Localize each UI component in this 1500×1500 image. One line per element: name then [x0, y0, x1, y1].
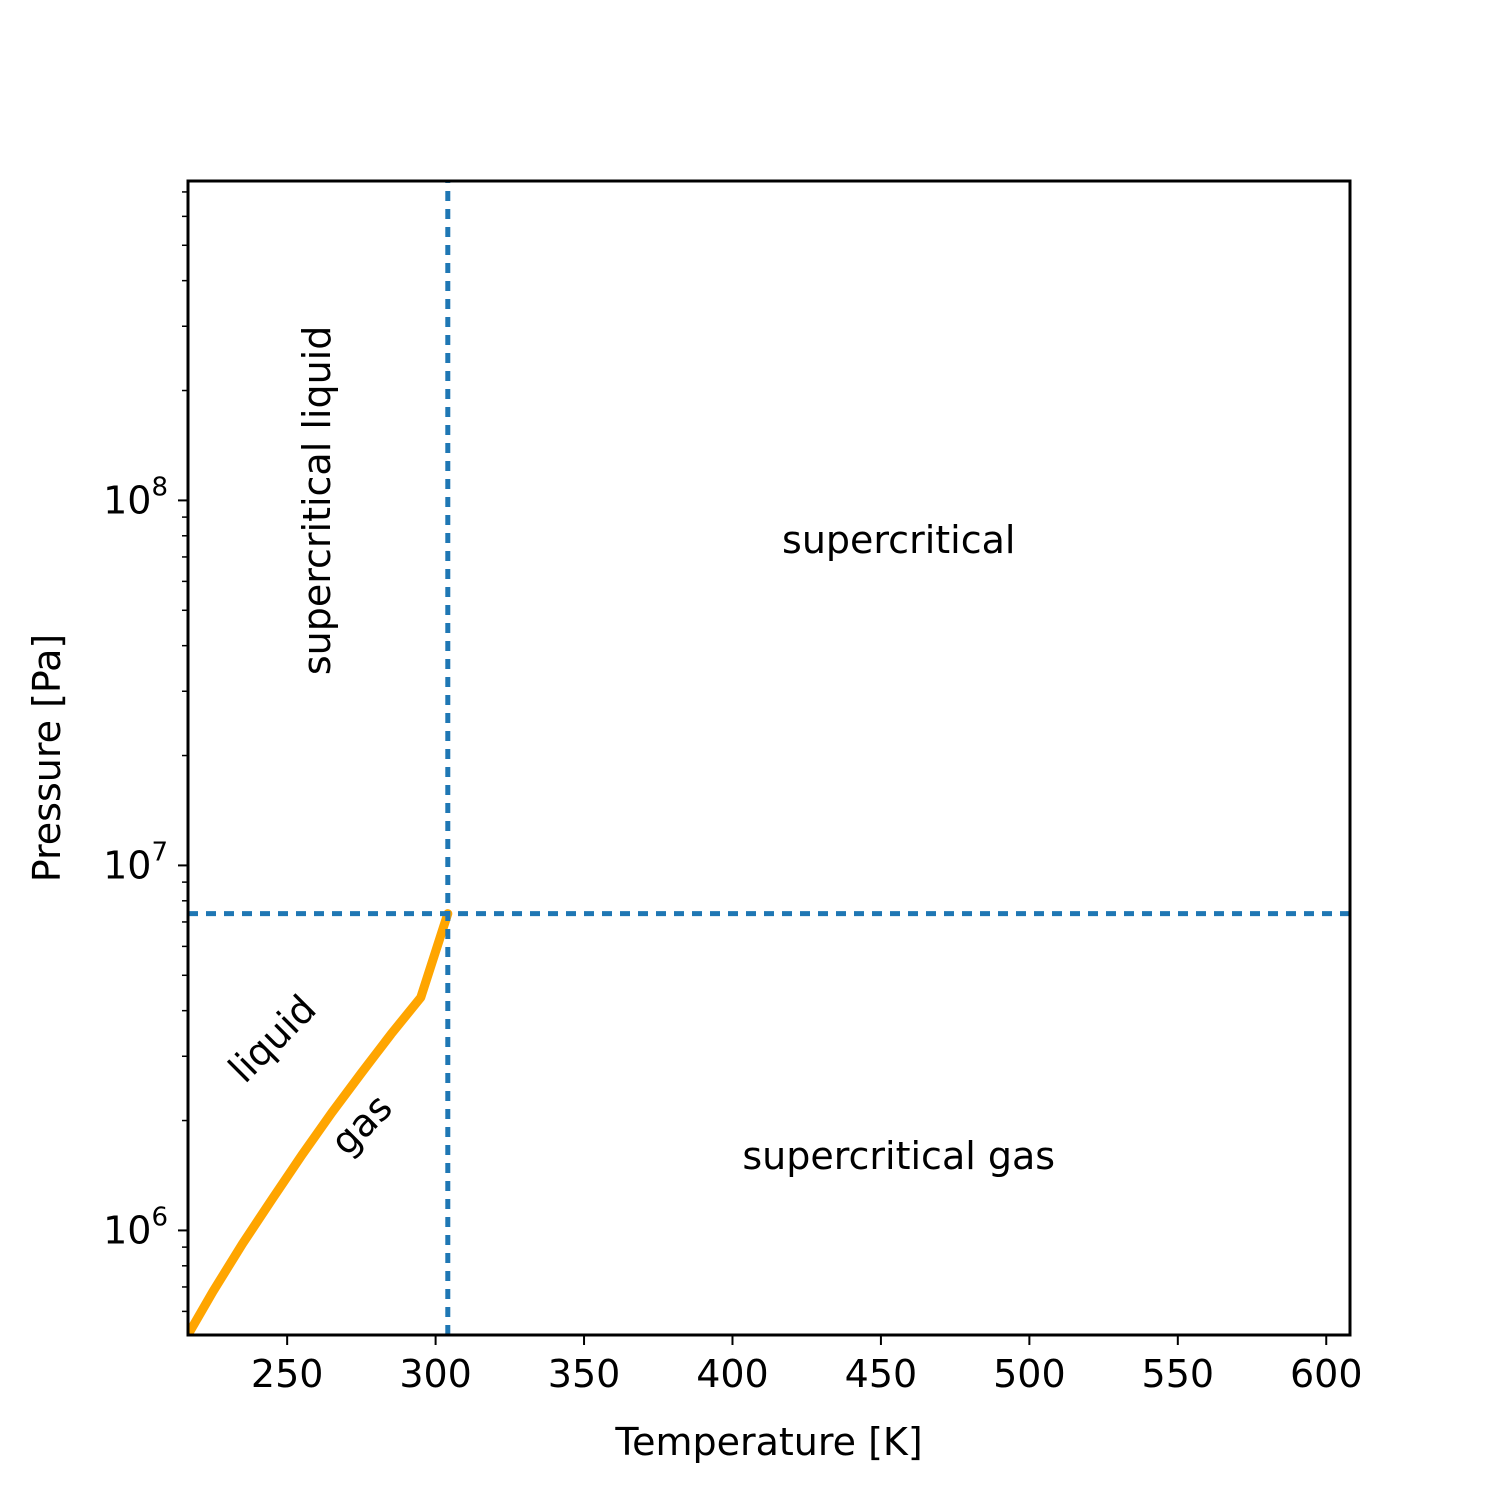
- x-tick-label: 350: [548, 1352, 621, 1396]
- x-tick-label: 550: [1142, 1352, 1215, 1396]
- region-label-0: supercritical liquid: [295, 326, 339, 676]
- series-line-saturation-curve: [188, 909, 453, 1335]
- axis-ticks: 250 300 350 400 450 500 550 600 106 107 108: [103, 191, 1363, 1396]
- x-tick-label: 400: [696, 1352, 769, 1396]
- x-tick-label: 250: [251, 1352, 324, 1396]
- y-tick-label: 106: [103, 1202, 168, 1252]
- plot-frame: [186, 179, 1352, 1337]
- region-label-2: liquid: [220, 986, 325, 1091]
- region-label-1: supercritical: [782, 518, 1015, 562]
- plot-content: [188, 181, 1350, 1335]
- y-tick-label: 107: [103, 837, 168, 887]
- x-tick-label: 500: [993, 1352, 1066, 1396]
- y-axis-label: Pressure [Pa]: [25, 634, 69, 882]
- region-label-4: supercritical gas: [742, 1134, 1055, 1178]
- x-tick-label: 450: [845, 1352, 918, 1396]
- x-tick-label: 300: [399, 1352, 472, 1396]
- y-tick-label: 108: [103, 472, 168, 522]
- x-tick-label: 600: [1290, 1352, 1363, 1396]
- region-label-3: gas: [322, 1085, 401, 1164]
- x-axis-label: Temperature [K]: [614, 1420, 922, 1464]
